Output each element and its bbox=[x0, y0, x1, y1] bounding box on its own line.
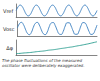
svg-text:The phase fluctuations of the: The phase fluctuations of the measured bbox=[2, 58, 84, 63]
svg-text:Vref: Vref bbox=[3, 8, 13, 14]
svg-text:oscillator were deliberately e: oscillator were deliberately exaggerated… bbox=[2, 63, 84, 68]
svg-text:Vosc: Vosc bbox=[3, 26, 15, 32]
svg-text:Δφ: Δφ bbox=[6, 45, 13, 52]
